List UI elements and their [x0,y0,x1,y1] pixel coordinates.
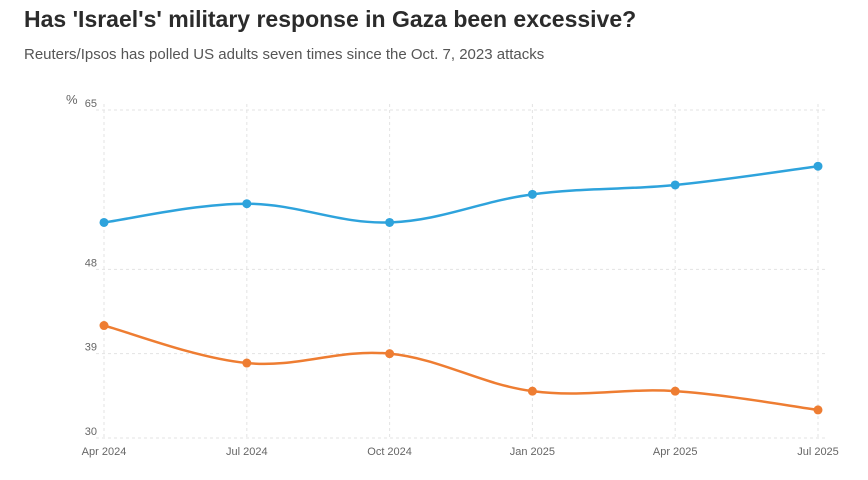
x-tick-label: Jan 2025 [510,446,555,458]
data-point-not-excessive [670,386,680,396]
y-tick-label: 65 [85,98,97,110]
data-point-not-excessive [527,386,537,396]
data-point-excessive [385,217,395,227]
chart-title: Has 'Israel's' military response in Gaza… [24,6,637,32]
data-point-excessive [670,180,680,190]
data-point-not-excessive [385,349,395,359]
data-point-not-excessive [813,405,823,415]
data-point-not-excessive [242,358,252,368]
x-tick-label: Oct 2024 [367,446,412,458]
data-point-not-excessive [99,321,109,331]
y-axis: 30 39 48 65% [66,92,97,438]
x-tick-label: Apr 2024 [82,446,127,458]
x-tick-label: Apr 2025 [653,446,698,458]
x-axis: Apr 2024 Jul 2024 Oct 2024 Jan 2025 Apr 2025… [82,446,839,458]
data-point-excessive [99,217,109,227]
x-tick-label: Jul 2024 [226,446,268,458]
grid-lines [96,104,826,439]
data-point-excessive [813,161,823,171]
series-line-excessive [102,164,820,224]
y-axis-unit-label: % [66,92,78,107]
data-point-excessive [527,189,537,199]
chart-subtitle: Reuters/Ipsos has polled US adults seven… [24,46,545,63]
x-tick-label: Jul 2025 [797,446,839,458]
y-tick-label: 48 [85,257,97,269]
y-tick-label: 39 [85,342,97,354]
series-group [99,161,823,415]
data-point-excessive [242,199,252,209]
series-line-not-excessive [102,324,820,412]
y-tick-label: 30 [85,426,97,438]
